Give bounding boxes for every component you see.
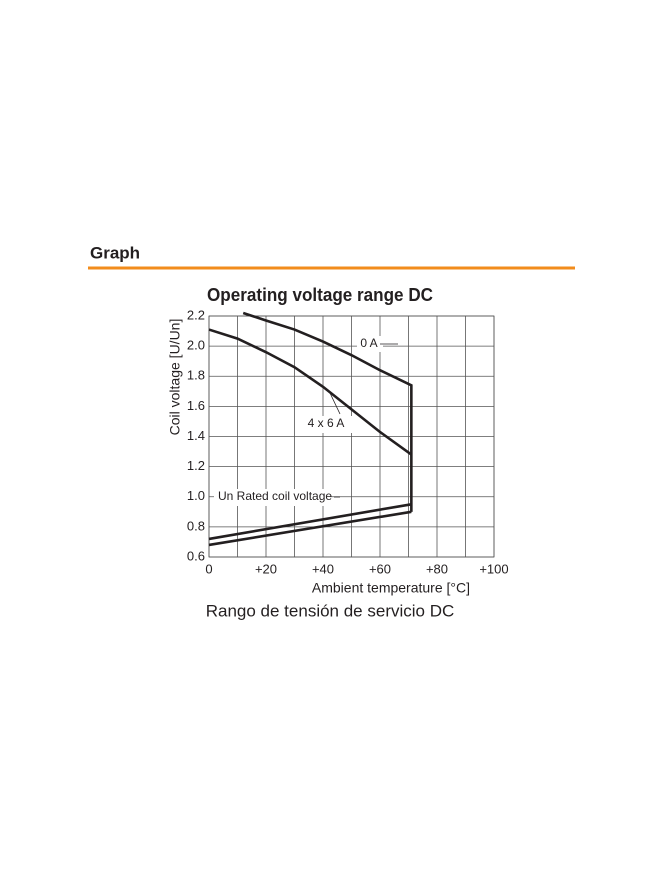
series-line bbox=[242, 311, 413, 512]
x-tick-label: +80 bbox=[426, 561, 448, 576]
chart-title: Operating voltage range DC bbox=[207, 285, 433, 305]
y-tick-label: 0.6 bbox=[187, 548, 205, 563]
y-axis-label: Coil voltage [U/Un] bbox=[167, 319, 183, 436]
y-tick-label: 1.4 bbox=[187, 428, 205, 443]
annotation-leader bbox=[329, 392, 341, 415]
y-tick-label: 2.0 bbox=[187, 338, 205, 353]
series-line bbox=[208, 328, 413, 456]
annotation: Un Rated coil voltage bbox=[218, 489, 332, 503]
y-tick-label: 1.2 bbox=[187, 458, 205, 473]
series-line bbox=[208, 510, 412, 547]
x-tick-label: +60 bbox=[369, 561, 391, 576]
annotation-background bbox=[302, 416, 352, 433]
x-tick-label: +40 bbox=[312, 561, 334, 576]
caption: Rango de tensión de servicio DC bbox=[206, 601, 455, 620]
annotation-background bbox=[357, 336, 383, 352]
y-tick-label: 1.8 bbox=[187, 368, 205, 383]
x-tick-label: 0 bbox=[205, 561, 212, 576]
annotation-background bbox=[214, 489, 330, 506]
annotation: 0 A bbox=[360, 336, 377, 350]
plot-frame bbox=[208, 315, 495, 558]
y-tick-label: 0.8 bbox=[187, 518, 205, 533]
series-line bbox=[208, 502, 412, 541]
annotation: 4 x 6 A bbox=[308, 416, 345, 430]
y-tick-label: 1.0 bbox=[187, 488, 205, 503]
y-tick-label: 1.6 bbox=[187, 398, 205, 413]
y-tick-label: 2.2 bbox=[187, 307, 205, 322]
section-title: Graph bbox=[90, 243, 140, 262]
x-axis-label: Ambient temperature [°C] bbox=[312, 580, 470, 596]
x-tick-label: +100 bbox=[479, 561, 508, 576]
x-tick-label: +20 bbox=[255, 561, 277, 576]
